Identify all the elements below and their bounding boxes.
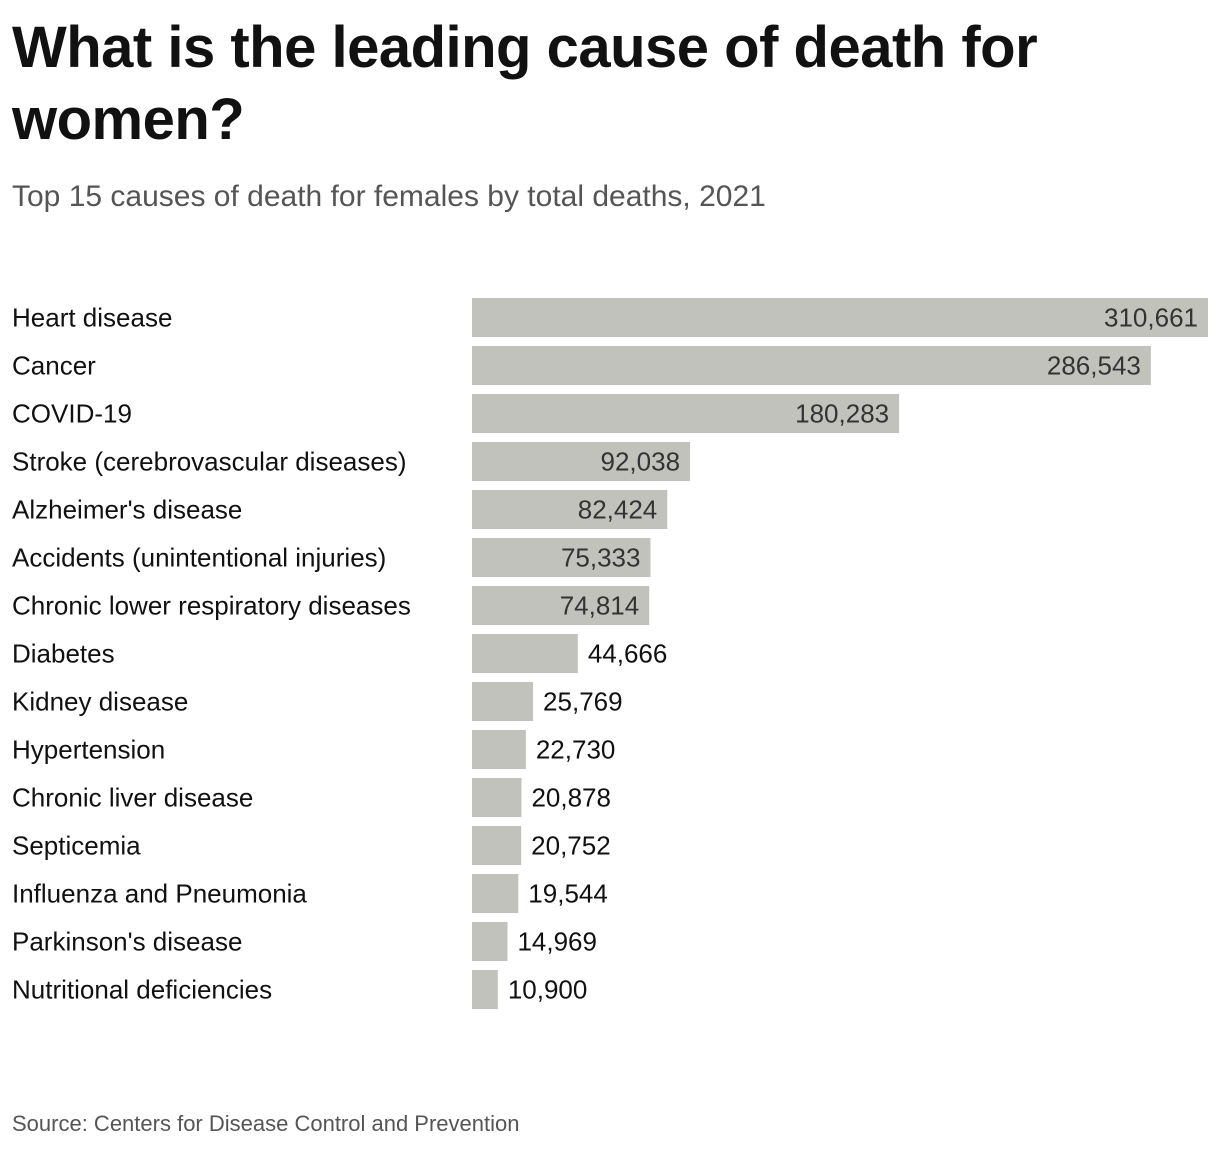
- value-label: 74,814: [560, 591, 640, 621]
- chart-title: What is the leading cause of death for w…: [12, 12, 1162, 156]
- value-label: 82,424: [578, 495, 658, 525]
- category-label: Kidney disease: [12, 687, 188, 717]
- category-label: Alzheimer's disease: [12, 495, 242, 525]
- category-label: Influenza and Pneumonia: [12, 879, 307, 909]
- value-label: 286,543: [1047, 351, 1141, 381]
- value-label: 180,283: [795, 399, 889, 429]
- value-label: 14,969: [517, 927, 597, 957]
- bar: [472, 826, 521, 865]
- value-label: 20,752: [531, 831, 611, 861]
- bar: [472, 634, 578, 673]
- category-label: Chronic lower respiratory diseases: [12, 591, 411, 621]
- bar: [472, 730, 526, 769]
- value-label: 19,544: [528, 879, 608, 909]
- bar: [472, 682, 533, 721]
- bars-layer: Heart disease 310,661 Cancer 286,543 COVID-1…: [12, 298, 1208, 1009]
- category-label: Stroke (cerebrovascular diseases): [12, 447, 407, 477]
- category-label: Heart disease: [12, 303, 172, 333]
- value-label: 92,038: [601, 447, 681, 477]
- category-label: Chronic liver disease: [12, 783, 253, 813]
- value-label: 25,769: [543, 687, 623, 717]
- bar: [472, 778, 521, 817]
- value-label: 44,666: [588, 639, 668, 669]
- bar: [472, 922, 507, 961]
- source-note: Source: Centers for Disease Control and …: [12, 1110, 519, 1138]
- bar-chart: Heart disease 310,661 Cancer 286,543 COVID-1…: [0, 280, 1220, 1040]
- chart-subtitle: Top 15 causes of death for females by to…: [12, 178, 766, 216]
- value-label: 10,900: [508, 975, 588, 1005]
- category-label: Nutritional deficiencies: [12, 975, 272, 1005]
- category-label: Hypertension: [12, 735, 165, 765]
- value-label: 75,333: [561, 543, 641, 573]
- category-label: Cancer: [12, 351, 96, 381]
- bar: [472, 874, 518, 913]
- category-label: Septicemia: [12, 831, 141, 861]
- bar: [472, 970, 498, 1009]
- value-label: 310,661: [1104, 303, 1198, 333]
- bar: [472, 298, 1208, 337]
- category-label: COVID-19: [12, 399, 132, 429]
- value-label: 22,730: [536, 735, 616, 765]
- category-label: Accidents (unintentional injuries): [12, 543, 386, 573]
- category-label: Parkinson's disease: [12, 927, 242, 957]
- category-label: Diabetes: [12, 639, 115, 669]
- value-label: 20,878: [531, 783, 611, 813]
